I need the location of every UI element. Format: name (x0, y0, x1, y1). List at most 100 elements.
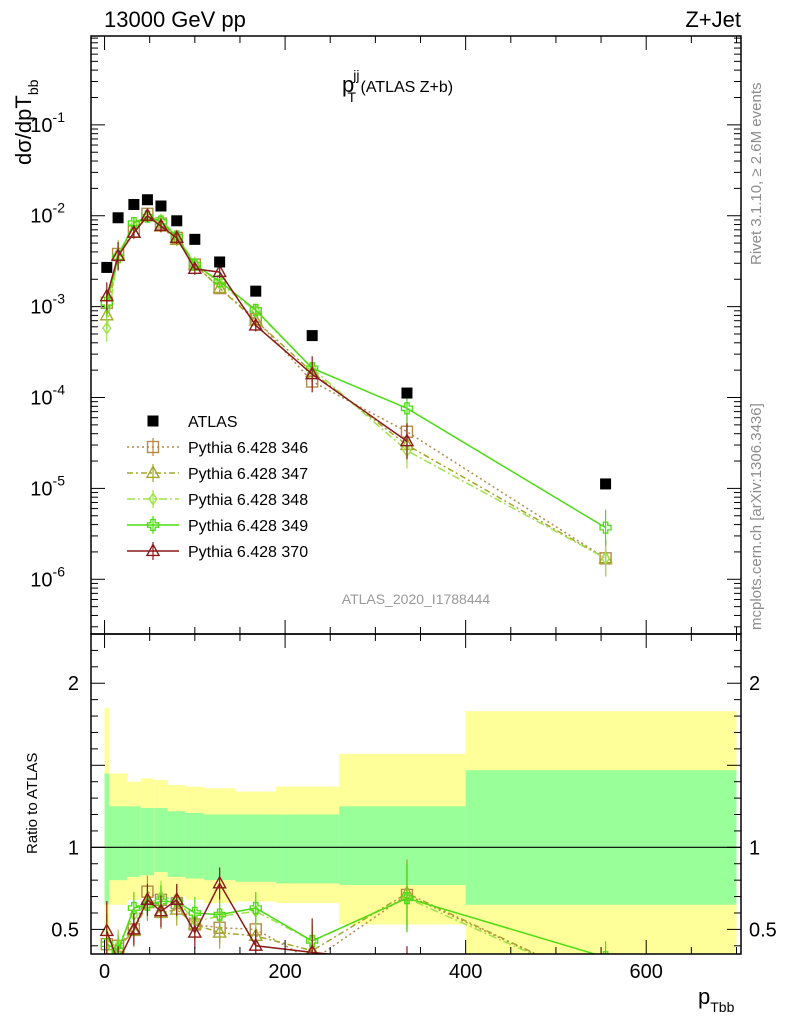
ratio-point-p349 (127, 901, 141, 915)
main-y-tick-label: 10-4 (30, 382, 65, 410)
data-point-p347 (212, 280, 227, 294)
data-point-data (171, 215, 183, 227)
band-inner (185, 812, 204, 879)
ratio-point-p347 (600, 980, 612, 991)
legend-marker-p348 (148, 492, 158, 506)
ratio-point-p370 (153, 903, 169, 917)
ratio-y-tick-label: 1 (68, 837, 79, 859)
data-point-p349 (127, 216, 141, 230)
series-line-p370 (106, 214, 408, 442)
ratio-frame (90, 633, 742, 955)
ratio-series-group (99, 859, 612, 992)
plot-title-sub: T (347, 89, 356, 105)
ratio-point-p370 (140, 891, 155, 905)
legend-label-p347: Pythia 6.428 347 (188, 466, 308, 483)
rivet-version-label: Rivet 3.1.10, ≥ 2.6M events (748, 83, 765, 266)
ratio-point-p349 (306, 934, 319, 948)
process-label: Z+Jet (685, 7, 741, 32)
ratio-point-p370 (126, 921, 142, 935)
data-point-p349 (111, 251, 125, 264)
ratio-point-p370 (112, 956, 124, 967)
ratio-point-p349 (188, 906, 201, 920)
data-point-p348 (600, 551, 611, 566)
data-point-p348 (251, 304, 261, 318)
ratio-line-p348 (114, 895, 534, 954)
ratio-point-p370 (212, 875, 227, 889)
main-y-tick-label: 10-2 (30, 200, 65, 228)
data-point-p370 (126, 224, 142, 238)
series-data (101, 194, 612, 490)
x-tick-label: 200 (268, 961, 301, 983)
legend-marker-p347 (145, 464, 161, 479)
data-point-p349 (249, 303, 262, 317)
x-tick-label: 400 (449, 961, 482, 983)
data-point-p370 (187, 260, 203, 275)
band-inner (154, 807, 168, 872)
band-inner (276, 814, 340, 884)
band-inner (109, 806, 128, 881)
legend-label-data: ATLAS (188, 414, 238, 431)
data-point-p370 (248, 317, 263, 331)
main-y-tick-label: 10-6 (30, 563, 65, 591)
data-point-p370 (110, 248, 126, 262)
series-p349 (100, 210, 612, 546)
ratio-point-p370 (248, 937, 263, 951)
series-p346 (100, 207, 612, 577)
data-point-p370 (212, 264, 227, 278)
x-axis-label: pTbb (698, 984, 735, 1015)
data-point-p349 (188, 258, 201, 271)
ratio-series-p370 (99, 867, 408, 967)
series-p370 (99, 207, 415, 460)
data-point-data (101, 261, 113, 273)
ratio-panel: 0 200 400 600 0.5 0.5 1 1 2 2 (51, 633, 777, 992)
data-point-data (401, 387, 413, 399)
plot-title-main: p (342, 72, 354, 97)
data-point-p349 (306, 362, 319, 375)
plot-title-suffix: (ATLAS Z+b) (356, 79, 453, 96)
ratio-point-p347 (305, 942, 319, 954)
ratio-y-tick-label-right: 1 (749, 837, 760, 859)
legend-marker-p370 (145, 542, 161, 557)
data-point-data (600, 478, 612, 490)
band-inner (104, 773, 110, 905)
ratio-point-p348 (602, 981, 610, 992)
data-point-p370 (99, 288, 115, 302)
data-point-p370 (304, 366, 320, 380)
legend-label-p349: Pythia 6.428 349 (188, 518, 308, 535)
main-y-tick-label: 10-1 (30, 109, 65, 137)
band-inner (127, 806, 141, 877)
data-point-p349 (599, 521, 612, 534)
legend-marker-data (147, 415, 159, 427)
band-inner (465, 770, 737, 905)
data-point-p370 (153, 218, 169, 232)
legend-label-p370: Pythia 6.428 370 (188, 544, 308, 561)
legend-label-p348: Pythia 6.428 348 (188, 492, 308, 509)
beam-label: 13000 GeV pp (104, 7, 246, 32)
ratio-line-p346 (106, 890, 537, 954)
ratio-point-p370 (306, 944, 318, 954)
legend-marker-p349 (146, 518, 160, 532)
ratio-point-p349 (400, 892, 414, 905)
legend-label-p346: Pythia 6.428 346 (188, 440, 308, 457)
data-point-data (155, 200, 167, 212)
ratio-y-tick-label-right: 0.5 (749, 919, 777, 941)
plot-title-sup: jj (352, 67, 359, 83)
ratio-uncertainty-bands (104, 707, 737, 954)
ratio-point-p349 (100, 938, 113, 951)
band-inner (235, 814, 277, 882)
data-point-p370 (169, 229, 184, 244)
data-point-data (128, 198, 140, 210)
data-point-data (250, 285, 262, 297)
main-y-tick-label: 10-3 (30, 291, 65, 319)
mcplots-label: mcplots.cern.ch [arXiv:1306.3436] (748, 403, 765, 630)
ratio-point-p370 (187, 924, 203, 938)
ratio-y-tick-label: 0.5 (51, 919, 79, 941)
main-panel: 10-6 10-5 10-4 10-3 10-2 10-1 ATLAS Pythia 6.4… (30, 35, 742, 635)
ratio-point-p347 (212, 924, 227, 938)
main-y-tick-label: 10-5 (30, 472, 65, 500)
ratio-point-p346 (307, 955, 318, 966)
legend-marker-p346 (146, 440, 160, 454)
series-line-p349 (106, 215, 606, 529)
series-p347 (99, 208, 613, 577)
